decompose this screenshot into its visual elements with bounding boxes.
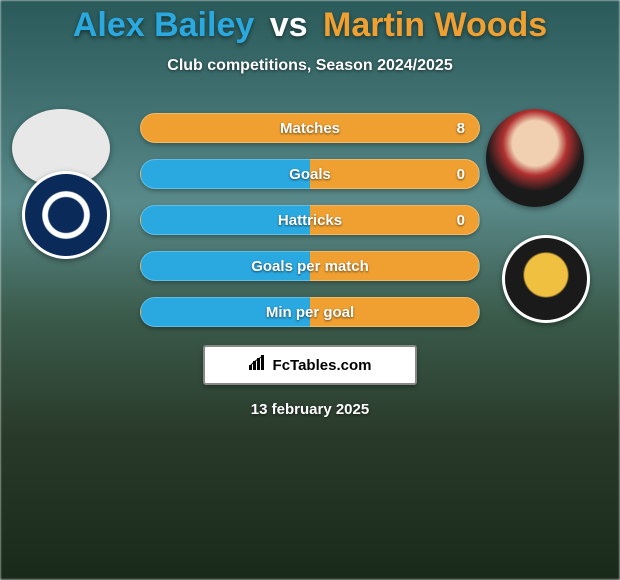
comparison-panel: Matches 8 Goals 0 Hattricks 0 Goals per match M… (0, 113, 620, 418)
date-label: 13 february 2025 (0, 401, 620, 418)
stat-bar-label: Hattricks (278, 212, 342, 229)
page-title: Alex Bailey vs Martin Woods (73, 6, 547, 45)
stat-bar-value-right: 8 (457, 120, 465, 137)
stat-bar-label: Matches (280, 120, 340, 137)
stat-bar-label: Min per goal (266, 304, 354, 321)
chart-bar-icon (249, 355, 267, 376)
stat-bars: Matches 8 Goals 0 Hattricks 0 Goals per match M… (140, 113, 480, 327)
brand-box: FcTables.com (203, 345, 417, 385)
avatar-player2 (486, 109, 584, 207)
stat-bar-label: Goals per match (251, 258, 369, 275)
club-crest-player2 (502, 235, 590, 323)
stat-bar-value-right: 0 (457, 212, 465, 229)
brand-text: FcTables.com (273, 357, 372, 374)
stat-bar: Hattricks 0 (140, 205, 480, 235)
stat-bar: Goals 0 (140, 159, 480, 189)
title-player1: Alex Bailey (73, 6, 254, 44)
subtitle: Club competitions, Season 2024/2025 (167, 57, 452, 75)
stat-bar-label: Goals (289, 166, 331, 183)
stat-bar: Matches 8 (140, 113, 480, 143)
title-vs: vs (270, 6, 308, 44)
stat-bar: Min per goal (140, 297, 480, 327)
club-crest-player1 (22, 171, 110, 259)
stat-bar-value-right: 0 (457, 166, 465, 183)
stat-bar: Goals per match (140, 251, 480, 281)
title-player2: Martin Woods (323, 6, 547, 44)
content-root: Alex Bailey vs Martin Woods Club competi… (0, 0, 620, 580)
